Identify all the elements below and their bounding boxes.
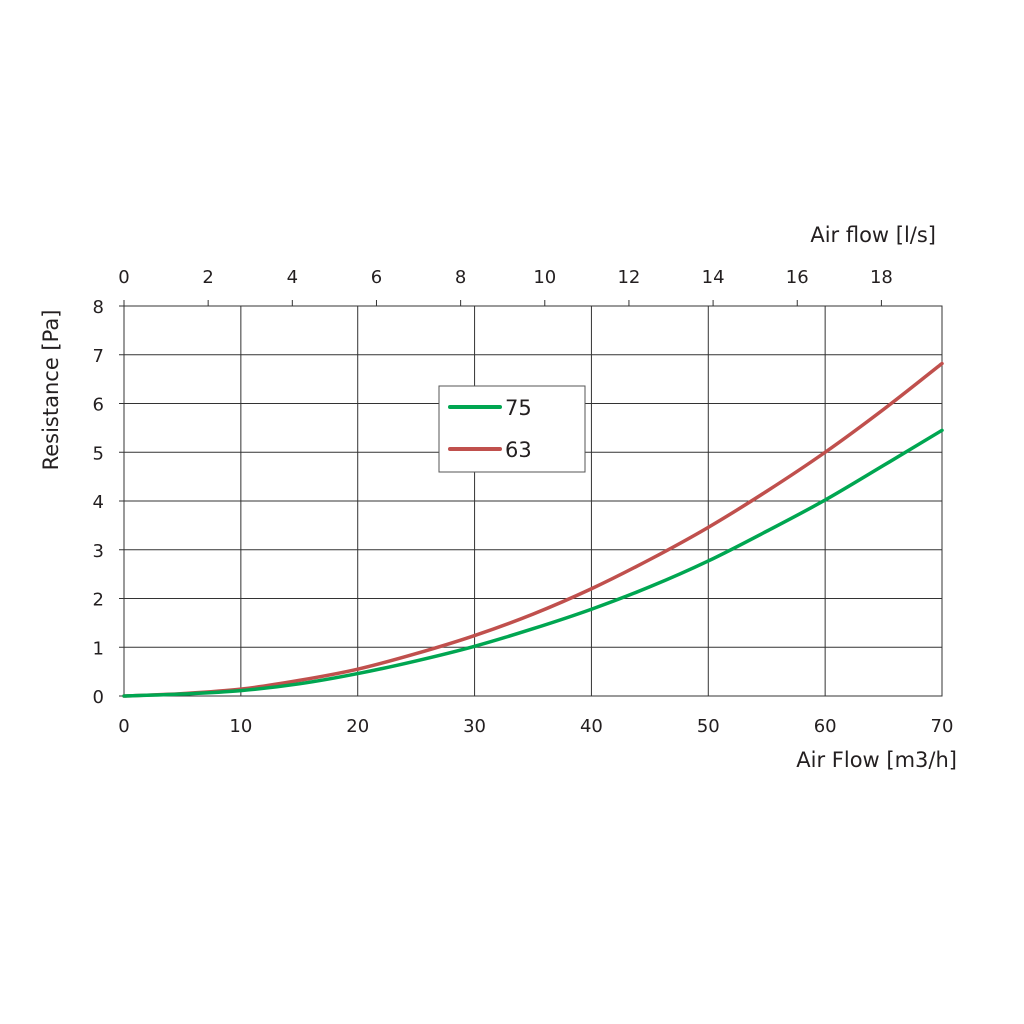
x-axis-bottom: 0 10 20 30 40 50 60 70: [118, 716, 953, 737]
x2-tick-label: 6: [371, 267, 382, 288]
y-axis: 0 1 2 3 4 5 6 7 8: [93, 297, 124, 708]
grid: [124, 306, 942, 696]
x-tick-label: 60: [814, 716, 837, 737]
y-tick-label: 2: [93, 590, 104, 611]
legend-label-63: 63: [505, 438, 532, 462]
y-tick-label: 4: [93, 492, 104, 513]
y-tick-label: 3: [93, 541, 104, 562]
x-tick-label: 50: [697, 716, 720, 737]
series-line-63: [122, 361, 944, 698]
legend: 75 63: [438, 385, 586, 473]
x-axis-top: 0 2 4 6 8 10 12 14 16 18: [118, 267, 893, 306]
x2-axis-title: Air flow [l/s]: [810, 223, 936, 247]
x-tick-label: 0: [118, 716, 129, 737]
x2-tick-label: 12: [617, 267, 640, 288]
x2-tick-label: 2: [202, 267, 213, 288]
x-tick-label: 30: [463, 716, 486, 737]
x2-tick-label: 16: [786, 267, 809, 288]
legend-label-75: 75: [505, 396, 532, 420]
x-tick-label: 20: [346, 716, 369, 737]
x-tick-label: 70: [931, 716, 954, 737]
y-tick-label: 1: [93, 638, 104, 659]
y-tick-label: 8: [93, 297, 104, 318]
legend-box: [438, 385, 586, 473]
y-axis-title: Resistance [Pa]: [39, 310, 63, 471]
y-tick-label: 6: [93, 395, 104, 416]
y-tick-label: 0: [93, 687, 104, 708]
x-tick-label: 40: [580, 716, 603, 737]
x-tick-label: 10: [229, 716, 252, 737]
x2-tick-label: 8: [455, 267, 466, 288]
y-tick-label: 5: [93, 443, 104, 464]
x2-tick-label: 4: [287, 267, 298, 288]
series-layer: [122, 361, 944, 698]
y-tick-label: 7: [93, 346, 104, 367]
x2-tick-label: 10: [533, 267, 556, 288]
x2-tick-label: 18: [870, 267, 893, 288]
x2-tick-label: 14: [702, 267, 725, 288]
x2-tick-label: 0: [118, 267, 129, 288]
x-axis-title: Air Flow [m3/h]: [796, 748, 957, 772]
series-line-75: [122, 428, 944, 698]
